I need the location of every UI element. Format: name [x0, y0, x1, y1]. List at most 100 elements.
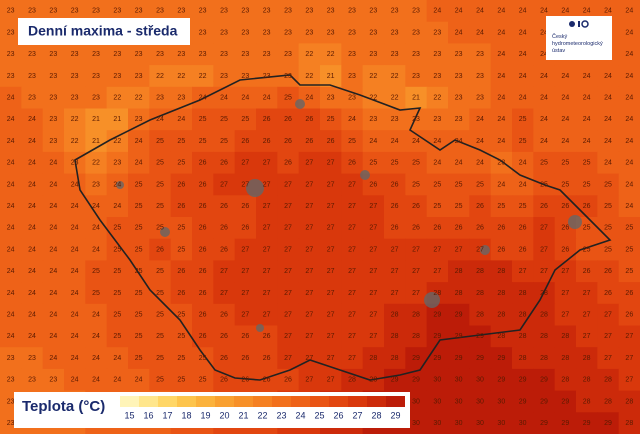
- grid-value: 26: [241, 225, 249, 232]
- heat-cell: [341, 282, 364, 305]
- heat-cell: [554, 368, 577, 392]
- grid-value: 24: [28, 333, 36, 340]
- heat-cell: [128, 347, 150, 370]
- grid-value: 26: [412, 225, 420, 232]
- heat-cell: [256, 108, 278, 131]
- grid-value: 24: [49, 246, 57, 253]
- grid-value: 24: [625, 116, 633, 123]
- grid-value: 24: [135, 377, 143, 384]
- grid-value: 24: [71, 225, 79, 232]
- heat-cell: [618, 151, 640, 175]
- heat-cell: [469, 325, 492, 348]
- heat-cell: [213, 151, 236, 175]
- grid-value: 24: [71, 355, 79, 362]
- heat-cell: [21, 0, 44, 23]
- grid-value: 26: [220, 377, 228, 384]
- grid-value: 24: [28, 290, 36, 297]
- grid-value: 27: [263, 203, 271, 210]
- heat-cell: [490, 217, 513, 240]
- heat-cell: [490, 368, 513, 392]
- heat-cell: [85, 0, 108, 23]
- heat-cell: [469, 390, 492, 413]
- grid-value: 23: [28, 94, 36, 101]
- heat-cell: [341, 368, 364, 392]
- grid-value: 23: [412, 73, 420, 80]
- grid-value: 27: [369, 333, 377, 340]
- heat-cell: [533, 347, 556, 370]
- heat-cell: [576, 368, 598, 392]
- heat-cell: [384, 325, 406, 348]
- heat-cell: [448, 151, 470, 175]
- grid-value: 27: [327, 311, 335, 318]
- heat-cell: [469, 368, 492, 392]
- grid-value: 24: [177, 116, 185, 123]
- grid-value: 25: [113, 311, 121, 318]
- heat-cell: [0, 260, 22, 283]
- grid-value: 27: [561, 311, 569, 318]
- heat-cell: [21, 325, 44, 348]
- grid-value: 26: [583, 268, 591, 275]
- grid-value: 26: [412, 203, 420, 210]
- grid-value: 28: [519, 311, 527, 318]
- heat-cell: [128, 325, 150, 348]
- grid-value: 24: [625, 51, 633, 58]
- heat-cell: [149, 65, 172, 88]
- heat-cell: [512, 21, 534, 44]
- grid-value: 22: [199, 73, 207, 80]
- heat-cell: [597, 86, 620, 109]
- heat-cell: [298, 347, 321, 370]
- heat-cell: [533, 217, 556, 240]
- grid-value: 21: [113, 116, 121, 123]
- heat-cell: [341, 151, 364, 175]
- grid-value: 24: [49, 268, 57, 275]
- grid-value: 23: [455, 94, 463, 101]
- heat-cell: [85, 368, 108, 392]
- heat-cell: [320, 282, 342, 305]
- heat-cell: [42, 260, 65, 283]
- grid-value: 28: [391, 311, 399, 318]
- heat-cell: [256, 21, 278, 44]
- grid-value: 27: [583, 290, 591, 297]
- heat-cell: [512, 108, 534, 131]
- grid-value: 29: [455, 333, 463, 340]
- heat-cell: [234, 65, 257, 88]
- legend-swatch: [367, 396, 386, 407]
- heat-cell: [576, 412, 598, 434]
- heat-cell: [277, 0, 300, 23]
- grid-value: 24: [92, 203, 100, 210]
- heat-cell: [512, 130, 534, 153]
- grid-value: 24: [28, 246, 36, 253]
- heat-cell: [192, 368, 214, 392]
- grid-value: 24: [49, 355, 57, 362]
- grid-value: 23: [49, 116, 57, 123]
- heat-cell: [128, 368, 150, 392]
- grid-value: 23: [135, 116, 143, 123]
- grid-value: 24: [497, 138, 505, 145]
- grid-value: 28: [476, 290, 484, 297]
- heat-cell: [405, 65, 428, 88]
- grid-value: 27: [284, 225, 292, 232]
- legend-label: 25: [314, 410, 324, 420]
- logo-line: Český: [552, 33, 568, 40]
- grid-value: 24: [604, 160, 612, 167]
- grid-value: 25: [540, 181, 548, 188]
- heat-cell: [64, 108, 86, 131]
- grid-value: 23: [369, 116, 377, 123]
- grid-value: 24: [583, 8, 591, 15]
- heat-cell: [0, 130, 22, 153]
- heat-cell: [490, 303, 513, 326]
- grid-value: 25: [455, 203, 463, 210]
- heat-cell: [42, 173, 65, 196]
- heat-cell: [192, 303, 214, 326]
- grid-value: 27: [625, 355, 633, 362]
- heat-cell: [405, 21, 428, 44]
- grid-value: 26: [305, 116, 313, 123]
- grid-value: 27: [369, 246, 377, 253]
- heat-cell: [234, 347, 257, 370]
- heat-cell: [277, 108, 300, 131]
- heat-cell: [277, 347, 300, 370]
- grid-value: 23: [49, 51, 57, 58]
- heat-cell: [362, 0, 385, 23]
- legend-title: Teplota (°C): [22, 398, 105, 415]
- grid-value: 23: [7, 377, 15, 384]
